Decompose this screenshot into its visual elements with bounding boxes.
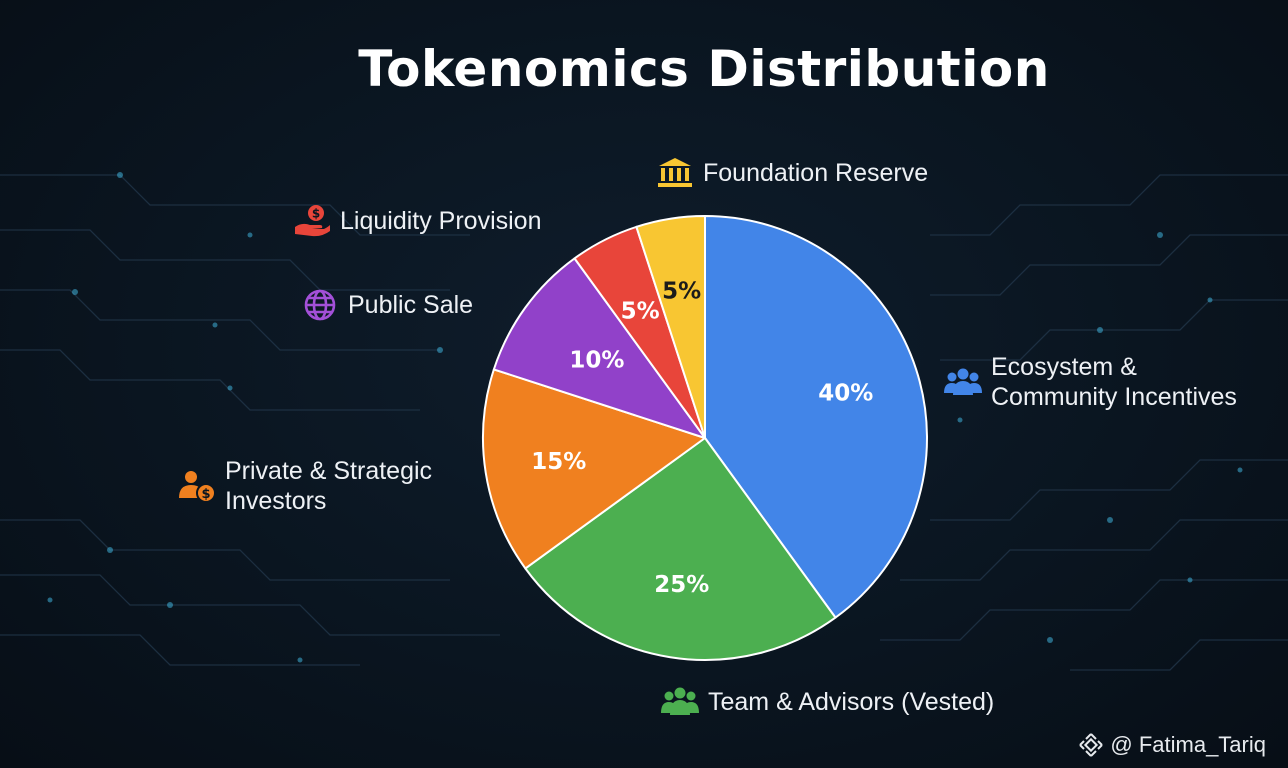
watermark-text: @ Fatima_Tariq (1110, 732, 1266, 757)
globe-icon (304, 289, 336, 321)
pie-slice-ecosystem-community-incentives (704, 215, 928, 619)
legend-label-line-2: Investors (225, 487, 327, 515)
community-icon (944, 368, 982, 395)
watermark: @ Fatima_Tariq (1078, 732, 1266, 758)
legend-ecosystem-community: Ecosystem & Community Incentives (943, 352, 1237, 412)
legend-label: Team & Advisors (Vested) (708, 688, 995, 716)
slice-value-label: 25% (654, 572, 709, 598)
legend-label-line-1: Private & Strategic (225, 457, 433, 485)
svg-text:$: $ (201, 487, 210, 502)
bank-icon (658, 158, 692, 187)
svg-text:$: $ (312, 207, 320, 221)
slice-value-label: 5% (662, 279, 701, 305)
slice-value-label: 10% (569, 347, 624, 373)
legend-label-line-1: Ecosystem & (991, 353, 1137, 381)
legend-label: Public Sale (348, 291, 474, 319)
team-icon (661, 687, 699, 715)
slice-value-label: 15% (531, 449, 586, 475)
legend-liquidity-provision: $ Liquidity Provision (292, 203, 542, 239)
legend-foundation-reserve: Foundation Reserve (655, 155, 928, 191)
pie-slice-team-advisors-vested (524, 437, 837, 661)
binance-icon (1079, 733, 1104, 757)
pie-slice-public-sale (492, 257, 706, 439)
investor-icon: $ (179, 471, 216, 503)
pie-slice-foundation-reserve (635, 215, 706, 439)
legend-team-advisors: Team & Advisors (Vested) (660, 684, 994, 720)
legend-public-sale: Public Sale (300, 287, 473, 323)
money-hand-icon: $ (295, 205, 330, 237)
legend-label: Liquidity Provision (340, 207, 542, 235)
legend-label-line-2: Community Incentives (991, 383, 1237, 411)
slice-value-label: 40% (818, 380, 873, 406)
legend-private-strategic: $ Private & Strategic Investors (177, 456, 432, 516)
chart-title: Tokenomics Distribution (358, 40, 1050, 98)
legend-label: Foundation Reserve (703, 159, 929, 187)
pie-slice-private-strategic-investors (482, 368, 706, 570)
slice-value-label: 5% (621, 299, 660, 325)
